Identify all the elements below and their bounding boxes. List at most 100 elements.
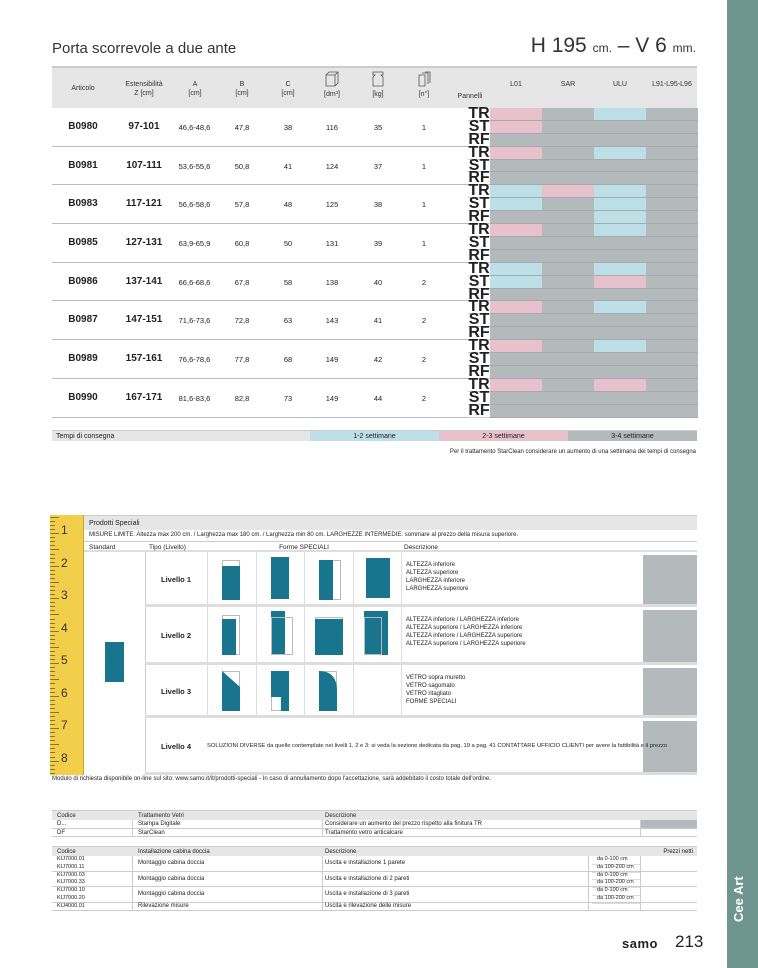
ruler-tick bbox=[50, 553, 55, 555]
standard-shape-icon bbox=[105, 642, 124, 682]
col-header: Codice bbox=[57, 849, 76, 855]
finish-cell bbox=[646, 262, 698, 276]
ruler-number: 2 bbox=[61, 555, 68, 570]
cell-c: 73 bbox=[283, 393, 293, 403]
descr-cell: Uscita e installazione di 2 pareti bbox=[325, 875, 410, 882]
cell-n: 2 bbox=[421, 316, 427, 326]
finish-cell bbox=[542, 120, 594, 134]
finish-cell bbox=[594, 314, 646, 328]
cell-b: 77,8 bbox=[234, 355, 250, 365]
table-cell: Stampa Digitale bbox=[138, 821, 181, 827]
shape-fill bbox=[270, 611, 285, 655]
panel-tr: TR bbox=[468, 337, 490, 355]
special-col-headers: Standard Tipo (Livello) Forme SPECIALI D… bbox=[84, 541, 697, 552]
finish-cell bbox=[646, 211, 698, 225]
cell-art: B0983 bbox=[68, 198, 98, 210]
finish-cell bbox=[490, 120, 542, 134]
col-header: Descrizione bbox=[325, 813, 357, 819]
ruler-tick bbox=[50, 537, 55, 539]
col-est-unit: Z [cm] bbox=[134, 90, 154, 97]
finish-cell bbox=[646, 404, 698, 418]
code-cell: KIJ4000.01 bbox=[57, 902, 85, 909]
ruler-tick bbox=[50, 541, 55, 543]
divider bbox=[322, 902, 323, 910]
page-title: Porta scorrevole a due ante bbox=[52, 40, 237, 57]
ruler-tick bbox=[50, 768, 55, 770]
cell-b: 72,8 bbox=[234, 316, 250, 326]
col-tipo: Tipo (Livello) bbox=[149, 544, 186, 551]
finish-cell bbox=[594, 404, 646, 418]
panel-tr: TR bbox=[468, 375, 490, 393]
col-l91: L91-L95-L96 bbox=[652, 81, 692, 88]
cell-vol: 138 bbox=[325, 277, 339, 287]
ruler-tick bbox=[50, 590, 55, 592]
cell-vol: 116 bbox=[326, 123, 338, 132]
cell-kg: 35 bbox=[373, 123, 383, 132]
finish-cell bbox=[542, 365, 594, 379]
ruler-tick bbox=[50, 565, 59, 567]
ruler-tick bbox=[50, 760, 59, 762]
ruler-tick bbox=[50, 667, 55, 669]
ruler-tick bbox=[50, 545, 55, 547]
cell-z: 107-111 bbox=[126, 159, 162, 171]
finish-cell bbox=[594, 224, 646, 237]
divider bbox=[322, 871, 323, 887]
ruler-tick bbox=[50, 772, 55, 774]
ruler-tick bbox=[50, 549, 59, 551]
range-cell: da 100-200 cm bbox=[592, 864, 640, 873]
cell-b: 82,8 bbox=[234, 393, 250, 403]
col-header: Prezzi netti bbox=[663, 849, 693, 855]
finish-cell bbox=[490, 327, 542, 341]
ruler-tick bbox=[50, 724, 55, 726]
finish-cell bbox=[646, 108, 698, 121]
divider bbox=[640, 887, 641, 902]
finish-cell bbox=[646, 224, 698, 237]
section-tab-label: Cee Art bbox=[731, 876, 746, 922]
divider bbox=[132, 856, 133, 871]
cell-b: 67,8 bbox=[234, 277, 250, 287]
range-cell: da 0-100 cm bbox=[592, 856, 640, 865]
delivery-1-2-weeks: 1-2 settimane bbox=[310, 431, 439, 441]
finish-cell bbox=[542, 301, 594, 315]
thickness-unit: mm. bbox=[672, 41, 696, 55]
finish-cell bbox=[646, 185, 698, 199]
finish-cell bbox=[594, 249, 646, 263]
table-row: B0987 147-151 71,6-73,6 72,8 63 143 41 2 TR ST RF bbox=[52, 299, 698, 342]
cell-c: 58 bbox=[283, 277, 293, 287]
divider bbox=[588, 871, 589, 887]
shape-fill bbox=[270, 557, 289, 599]
finish-cell bbox=[490, 146, 542, 160]
col-sar: SAR bbox=[560, 81, 576, 88]
price-cell bbox=[640, 820, 697, 828]
level-description: VETRO sopra muretto VETRO sagomato VETRO r… bbox=[401, 665, 643, 715]
delivery-3-4-weeks: 3-4 settimane bbox=[568, 431, 697, 441]
col-header: Trattamento Vetri bbox=[138, 813, 184, 819]
col-b-label: B bbox=[239, 81, 245, 88]
ruler-tick bbox=[50, 691, 55, 693]
cell-c: 48 bbox=[283, 200, 293, 210]
type-cell: Montaggio cabina doccia bbox=[138, 891, 205, 898]
cell-art: B0987 bbox=[68, 314, 98, 326]
finish-cell bbox=[646, 314, 698, 328]
cell-kg: 40 bbox=[373, 277, 383, 287]
ruler-tick bbox=[50, 610, 55, 612]
code-cell: KIJ7000.11 bbox=[57, 863, 85, 870]
ruler-tick bbox=[50, 622, 55, 624]
table-header: Articolo Estensibilità Z [cm] A [cm] B [cm]… bbox=[52, 68, 697, 108]
cell-kg: 38 bbox=[373, 200, 383, 210]
finish-cell bbox=[490, 314, 542, 328]
ruler-tick bbox=[50, 683, 55, 685]
ruler-number: 7 bbox=[61, 718, 68, 732]
special-shape-icon bbox=[255, 665, 305, 715]
ruler-tick bbox=[50, 525, 55, 527]
table-header: Codice Trattamento Vetri Descrizione bbox=[52, 810, 697, 820]
finish-cell bbox=[594, 120, 646, 134]
finish-cell bbox=[594, 327, 646, 341]
cell-z: 157-161 bbox=[125, 353, 163, 365]
col-volume: [dm³] bbox=[314, 71, 350, 99]
cell-vol: 124 bbox=[325, 161, 339, 171]
col-weight-unit: [kg] bbox=[372, 91, 384, 98]
section-tab[interactable]: Cee Art bbox=[727, 0, 758, 968]
level-description: ALTEZZA inferiore ALTEZZA superiore LARGHE… bbox=[401, 552, 643, 604]
panel-rf: RF bbox=[468, 324, 490, 342]
